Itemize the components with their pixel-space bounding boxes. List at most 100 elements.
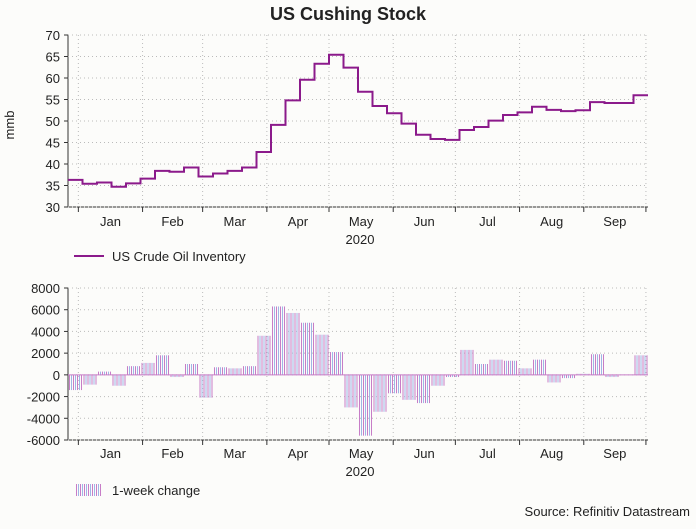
y-tick-label: 40 bbox=[46, 157, 60, 172]
y-tick-label: 35 bbox=[46, 179, 60, 194]
bar-stripe bbox=[446, 374, 447, 378]
bar-stripe bbox=[95, 374, 97, 385]
bar-stripe bbox=[646, 355, 648, 375]
bar-stripe bbox=[541, 359, 542, 375]
bar-stripe bbox=[412, 374, 414, 400]
change-bar bbox=[533, 359, 546, 375]
bar-stripe bbox=[151, 362, 153, 375]
bar-stripe bbox=[483, 364, 484, 375]
change-bar bbox=[98, 371, 111, 375]
bar-stripe bbox=[236, 368, 238, 375]
y-tick-label: 6000 bbox=[31, 303, 60, 318]
bar-stripe bbox=[425, 374, 426, 404]
bar-stripe bbox=[599, 354, 600, 375]
bar-stripe bbox=[232, 368, 234, 375]
bar-stripe bbox=[597, 354, 598, 375]
bar-stripe bbox=[263, 335, 265, 375]
bar-stripe bbox=[491, 359, 493, 375]
bar-stripe bbox=[613, 374, 615, 378]
bar-stripe bbox=[504, 360, 505, 375]
bar-stripe bbox=[379, 374, 381, 412]
bar-stripe bbox=[572, 374, 573, 379]
bar-stripe bbox=[346, 374, 348, 408]
y-tick-label: 50 bbox=[46, 114, 60, 129]
bar-stripe bbox=[290, 312, 292, 375]
bar-stripe bbox=[278, 306, 279, 375]
bar-stripe bbox=[75, 374, 76, 391]
bar-stripe bbox=[582, 373, 584, 375]
bar-stripe bbox=[77, 374, 78, 391]
change-bar bbox=[460, 349, 474, 375]
bar-stripe bbox=[220, 367, 221, 375]
bar-stripe bbox=[636, 355, 638, 375]
bar-stripe bbox=[93, 374, 95, 385]
change-bar bbox=[214, 367, 227, 375]
bar-stripe bbox=[352, 374, 354, 408]
bar-stripe bbox=[493, 359, 495, 375]
bar-stripe bbox=[174, 374, 176, 378]
bar-stripe bbox=[433, 374, 435, 386]
x-tick-label: Mar bbox=[224, 214, 247, 229]
bar-stripe bbox=[468, 349, 470, 375]
bar-stripe bbox=[323, 334, 325, 375]
bar-stripe bbox=[81, 374, 82, 391]
bar-stripe bbox=[470, 349, 472, 375]
bar-stripe bbox=[429, 374, 430, 404]
bar-stripe bbox=[92, 484, 93, 496]
y-tick-label: 55 bbox=[46, 93, 60, 108]
y-tick-label: 30 bbox=[46, 200, 60, 215]
change-bar bbox=[475, 364, 488, 375]
change-bar bbox=[605, 374, 619, 378]
bar-stripe bbox=[510, 360, 511, 375]
change-bar bbox=[373, 374, 387, 412]
bar-stripe bbox=[417, 374, 418, 404]
bar-stripe bbox=[388, 374, 389, 394]
bar-stripe bbox=[185, 364, 186, 375]
bar-stripe bbox=[187, 364, 188, 375]
bar-stripe bbox=[359, 374, 360, 436]
bar-stripe bbox=[555, 374, 557, 383]
bar-stripe bbox=[377, 374, 379, 412]
bar-stripe bbox=[228, 368, 230, 375]
bar-stripe bbox=[354, 374, 356, 408]
bar-stripe bbox=[253, 366, 254, 375]
bar-stripe bbox=[638, 355, 640, 375]
bar-stripe bbox=[568, 374, 569, 379]
bar-stripe bbox=[307, 322, 308, 375]
change-bar bbox=[417, 374, 430, 404]
bar-stripe bbox=[178, 374, 180, 378]
bar-stripe bbox=[160, 355, 161, 375]
bar-stripe bbox=[605, 374, 607, 378]
change-bar bbox=[272, 306, 285, 375]
x-tick-label: Jul bbox=[479, 214, 496, 229]
bar-stripe bbox=[214, 367, 215, 375]
bar-stripe bbox=[591, 354, 592, 375]
bar-stripe bbox=[549, 374, 551, 383]
bar-stripe bbox=[543, 359, 544, 375]
bar-stripe bbox=[506, 360, 507, 375]
bar-stripe bbox=[533, 359, 534, 375]
bar-stripe bbox=[145, 362, 147, 375]
bar-stripe bbox=[73, 374, 74, 391]
bar-stripe bbox=[477, 364, 478, 375]
bar-stripe bbox=[385, 374, 387, 412]
change-bar bbox=[562, 374, 575, 379]
bar-stripe bbox=[574, 374, 575, 379]
bar-stripe bbox=[79, 374, 80, 391]
bar-stripe bbox=[475, 364, 476, 375]
change-bar bbox=[170, 374, 184, 378]
change-bar bbox=[576, 373, 590, 375]
bar-stripe bbox=[462, 349, 464, 375]
bar-stripe bbox=[553, 374, 555, 383]
bar-stripe bbox=[191, 364, 192, 375]
bar-stripe bbox=[98, 484, 99, 496]
bar-stripe bbox=[545, 359, 546, 375]
inventory-line bbox=[68, 53, 648, 188]
bar-stripe bbox=[309, 322, 310, 375]
bar-stripe bbox=[124, 374, 126, 386]
bar-stripe bbox=[199, 374, 201, 398]
bar-stripe bbox=[526, 368, 528, 375]
bar-stripe bbox=[381, 374, 383, 412]
change-bar bbox=[504, 360, 517, 375]
